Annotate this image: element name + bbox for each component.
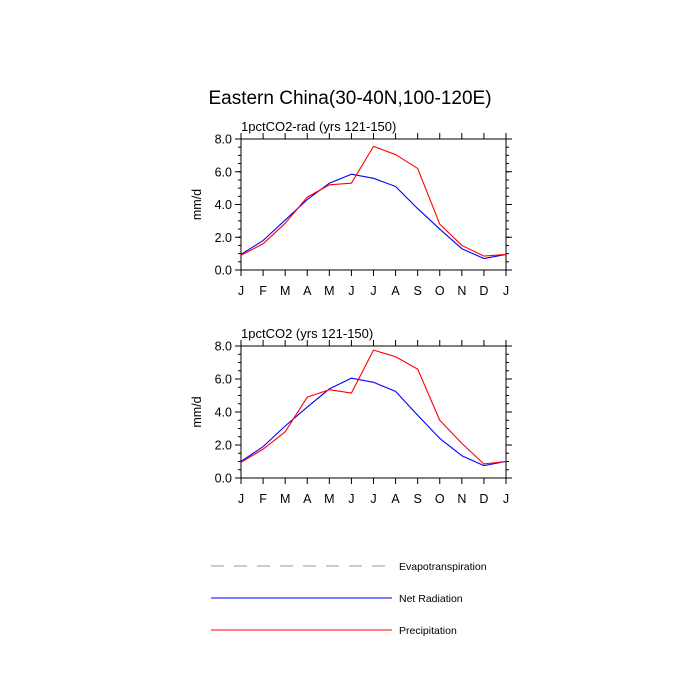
- x-tick-label: J: [238, 284, 244, 298]
- x-tick-label: J: [503, 284, 509, 298]
- y-tick-label: 8.0: [215, 340, 232, 354]
- legend-label: Net Radiation: [399, 593, 463, 605]
- x-tick-label: J: [348, 284, 354, 298]
- panel-top: 1pctCO2-rad (yrs 121-150) mm/d 0.0 2.0 4.0 6.…: [190, 119, 512, 298]
- x-tick-label: S: [413, 284, 421, 298]
- panel-bottom: 1pctCO2 (yrs 121-150) mm/d 0.0 2.0 4.0 6.0 8.0…: [190, 326, 512, 506]
- y-tick-label: 6.0: [215, 165, 232, 179]
- figure-title: Eastern China(30-40N,100-120E): [208, 88, 491, 109]
- legend-label: Precipitation: [399, 625, 457, 637]
- x-tick-label: F: [259, 492, 267, 506]
- panel-title: 1pctCO2-rad (yrs 121-150): [241, 119, 396, 134]
- x-tick-label: M: [280, 492, 290, 506]
- series-line-precipitation: [240, 349, 507, 465]
- y-tick-label: 2.0: [215, 439, 232, 453]
- x-tick-label: M: [280, 284, 290, 298]
- y-tick-label: 8.0: [215, 133, 232, 147]
- x-tick-label: M: [324, 492, 334, 506]
- x-tick-label: S: [413, 492, 421, 506]
- series-line-precipitation: [240, 145, 507, 257]
- x-tick-label: J: [370, 492, 376, 506]
- legend-label: Evapotranspiration: [399, 561, 487, 573]
- y-tick-label: 0.0: [215, 264, 232, 278]
- x-tick-label: D: [479, 284, 488, 298]
- series-line-net-radiation: [240, 173, 507, 260]
- x-tick-label: M: [324, 284, 334, 298]
- x-tick-label: D: [479, 492, 488, 506]
- y-tick-label: 2.0: [215, 231, 232, 245]
- x-tick-label: J: [503, 492, 509, 506]
- x-tick-label: A: [391, 492, 400, 506]
- x-tick-label: A: [391, 284, 400, 298]
- x-tick-label: J: [370, 284, 376, 298]
- series-line-net-radiation: [240, 377, 507, 467]
- panel-title: 1pctCO2 (yrs 121-150): [241, 326, 373, 341]
- x-tick-label: F: [259, 284, 267, 298]
- y-tick-label: 0.0: [215, 472, 232, 486]
- legend: Evapotranspiration Net Radiation Precipita…: [211, 561, 487, 637]
- x-tick-label: A: [303, 492, 312, 506]
- y-axis-label: mm/d: [190, 396, 204, 427]
- y-tick-label: 4.0: [215, 198, 232, 212]
- x-tick-label: N: [457, 284, 466, 298]
- x-tick-label: J: [348, 492, 354, 506]
- x-tick-label: J: [238, 492, 244, 506]
- y-tick-label: 6.0: [215, 373, 232, 387]
- x-tick-label: O: [435, 492, 445, 506]
- y-axis-label: mm/d: [190, 189, 204, 220]
- x-tick-label: A: [303, 284, 312, 298]
- x-tick-label: O: [435, 284, 445, 298]
- x-tick-label: N: [457, 492, 466, 506]
- y-tick-label: 4.0: [215, 406, 232, 420]
